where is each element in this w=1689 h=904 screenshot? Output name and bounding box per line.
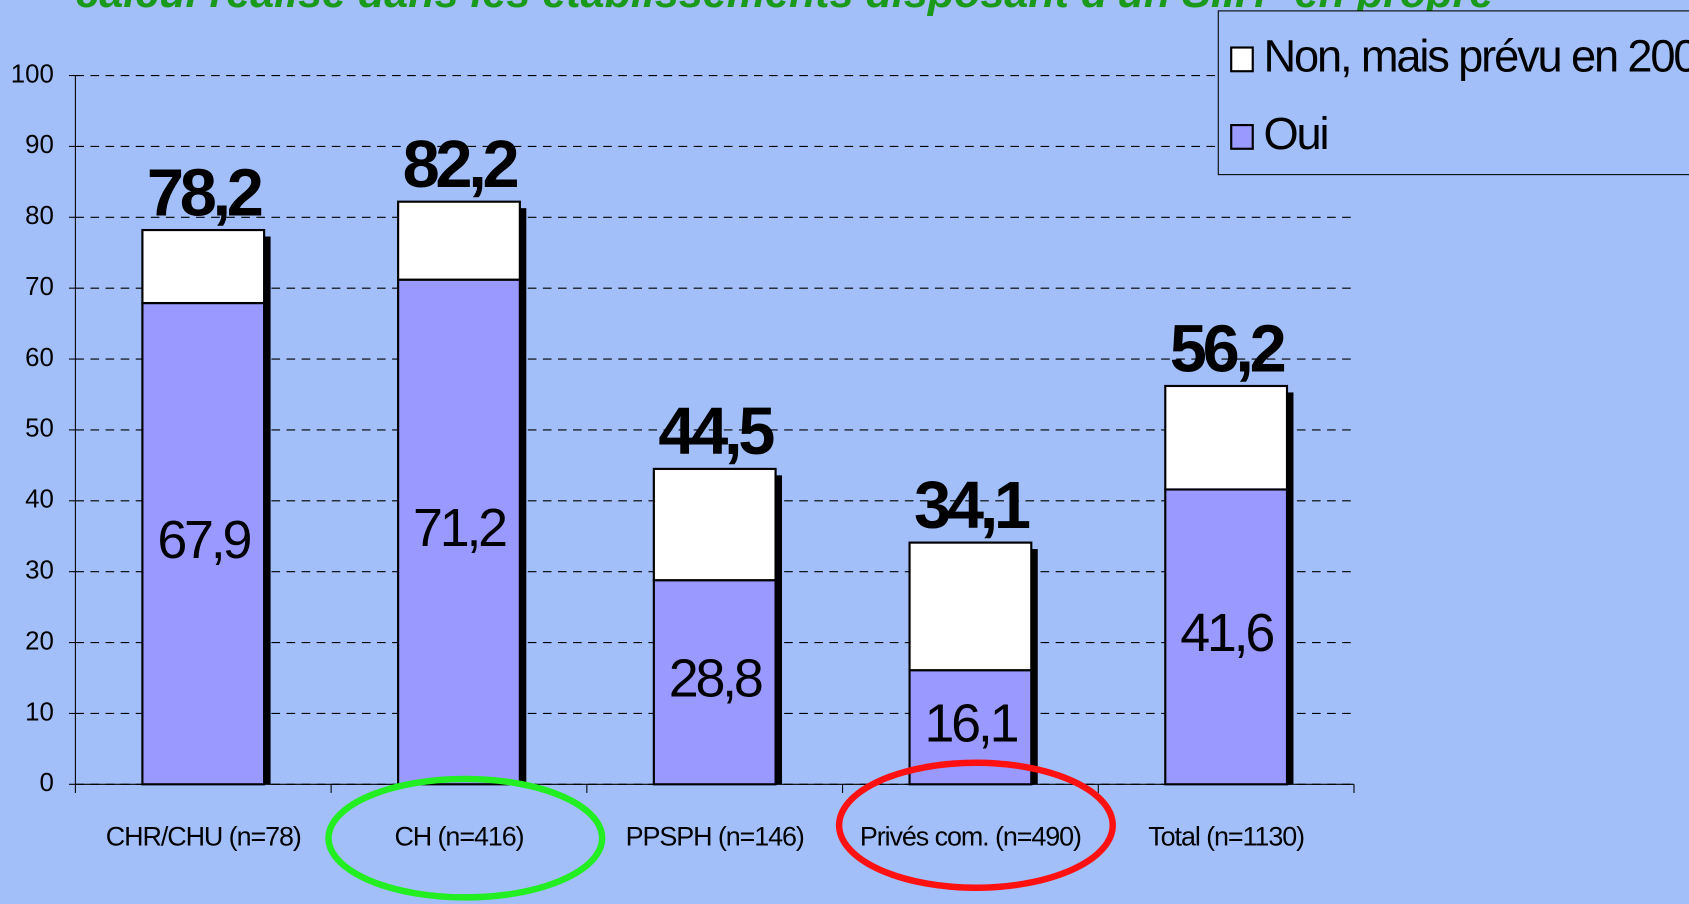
bar-segment xyxy=(1164,488,1289,786)
y-tick-label: 20 xyxy=(25,627,54,655)
data-label: 28,8 xyxy=(669,648,762,708)
y-tick-label: 100 xyxy=(11,60,54,88)
x-tick-label: Total (n=1130) xyxy=(1148,821,1304,851)
data-label: 41,6 xyxy=(1180,603,1273,663)
total-label: 78,2 xyxy=(147,156,262,230)
bar-segment xyxy=(908,541,1033,672)
x-tick-label: Privés com. (n=490) xyxy=(860,821,1081,851)
y-tick-label: 40 xyxy=(25,486,54,514)
highlight-ellipse xyxy=(325,775,606,901)
legend-swatch xyxy=(1230,124,1254,150)
total-label: 82,2 xyxy=(403,128,518,202)
highlight-ellipse xyxy=(835,759,1116,891)
x-tick-label: CHR/CHU (n=78) xyxy=(106,821,301,851)
bar-segment xyxy=(397,278,521,786)
total-label: 34,1 xyxy=(914,469,1030,543)
legend-label: Oui xyxy=(1264,108,1328,159)
y-tick-label: 70 xyxy=(25,273,54,301)
y-tick-label: 80 xyxy=(25,202,54,230)
y-tick-label: 0 xyxy=(39,769,53,797)
legend-box xyxy=(1217,10,1689,176)
data-label: 71,2 xyxy=(413,498,506,558)
legend-label: Non, mais prévu en 2004 xyxy=(1264,30,1689,81)
bar-segment xyxy=(652,467,777,582)
y-tick-label: 30 xyxy=(25,557,54,585)
y-tick-label: 90 xyxy=(25,131,54,159)
bar-segment xyxy=(397,200,521,281)
bar-segment xyxy=(1164,384,1289,491)
y-tick-label: 10 xyxy=(25,698,54,726)
total-label: 56,2 xyxy=(1170,312,1285,386)
y-tick-label: 60 xyxy=(25,344,54,372)
bar-segment xyxy=(141,228,266,305)
data-label: 67,9 xyxy=(157,510,250,570)
x-tick-label: PPSPH (n=146) xyxy=(626,821,804,851)
chart-title: calcul réalisé dans les établissements d… xyxy=(75,0,1493,17)
data-label: 16,1 xyxy=(924,693,1017,753)
total-label: 44,5 xyxy=(658,395,774,469)
x-tick-label: CH (n=416) xyxy=(394,821,523,851)
bar-segment xyxy=(652,579,777,786)
legend-swatch xyxy=(1230,46,1254,73)
y-tick-label: 50 xyxy=(25,415,54,443)
